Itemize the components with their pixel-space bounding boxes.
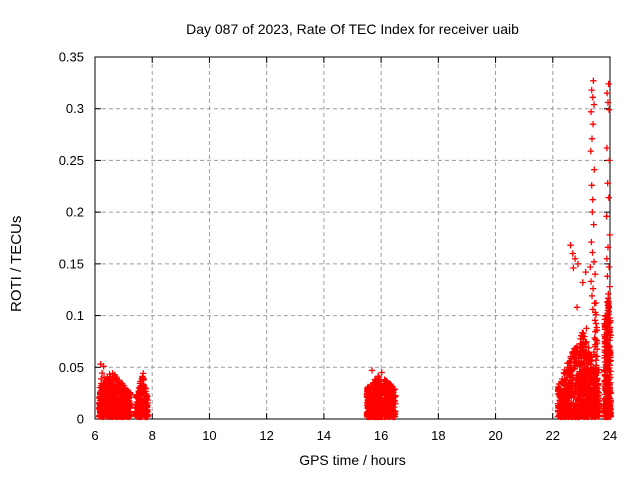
x-tick-label: 20	[488, 428, 502, 443]
y-tick-label: 0.15	[59, 256, 84, 271]
plot-border	[94, 56, 611, 420]
chart-title: Day 087 of 2023, Rate Of TEC Index for r…	[186, 21, 519, 37]
x-tick-label: 6	[91, 428, 98, 443]
y-tick-label: 0.05	[59, 360, 84, 375]
x-tick-label: 8	[149, 428, 156, 443]
y-tick-label: 0.2	[66, 205, 84, 220]
data-points	[97, 77, 614, 421]
y-tick-label: 0	[77, 412, 84, 427]
y-tick-label: 0.25	[59, 153, 84, 168]
y-tick-label: 0.35	[59, 50, 84, 65]
x-tick-label: 22	[546, 428, 560, 443]
x-tick-label: 18	[431, 428, 445, 443]
x-tick-label: 10	[202, 428, 216, 443]
data-points	[96, 369, 397, 421]
y-tick-label: 0.1	[66, 308, 84, 323]
y-tick-label: 0.3	[66, 101, 84, 116]
x-tick-label: 14	[317, 428, 331, 443]
x-tick-label: 12	[259, 428, 273, 443]
x-axis-title: GPS time / hours	[299, 452, 406, 468]
x-tick-label: 24	[603, 428, 617, 443]
x-tick-label: 16	[374, 428, 388, 443]
